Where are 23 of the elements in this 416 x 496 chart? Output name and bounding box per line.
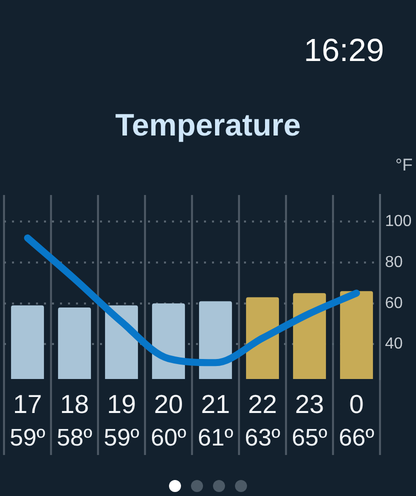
y-tick-label: 100 [385,212,412,230]
y-tick-label: 60 [385,294,403,312]
y-tick-label: 80 [385,254,403,271]
x-tick-label: 22 [248,388,277,419]
x-tick-label: 19 [107,388,136,419]
x-tick-label: 20 [154,388,183,419]
x-tick-label: 23 [295,388,324,419]
data-label: 66º [338,424,374,452]
text: 16:29 [304,32,384,68]
data-label: 65º [292,424,328,452]
x-tick-label: 18 [60,388,89,419]
y-tick-label: 40 [385,336,403,353]
x-tick-label: 21 [201,388,230,419]
y-axis-title: °F [395,156,413,175]
x-tick-label: 17 [13,388,42,419]
data-label: 61º [198,424,234,452]
x-tick-label: 0 [349,388,364,419]
data-label: 60º [150,424,186,452]
data-label: 59º [104,424,140,452]
chart-title: Temperature [115,108,301,143]
data-label: 59º [10,424,46,452]
data-label: 63º [244,424,280,452]
data-label: 58º [56,424,92,452]
